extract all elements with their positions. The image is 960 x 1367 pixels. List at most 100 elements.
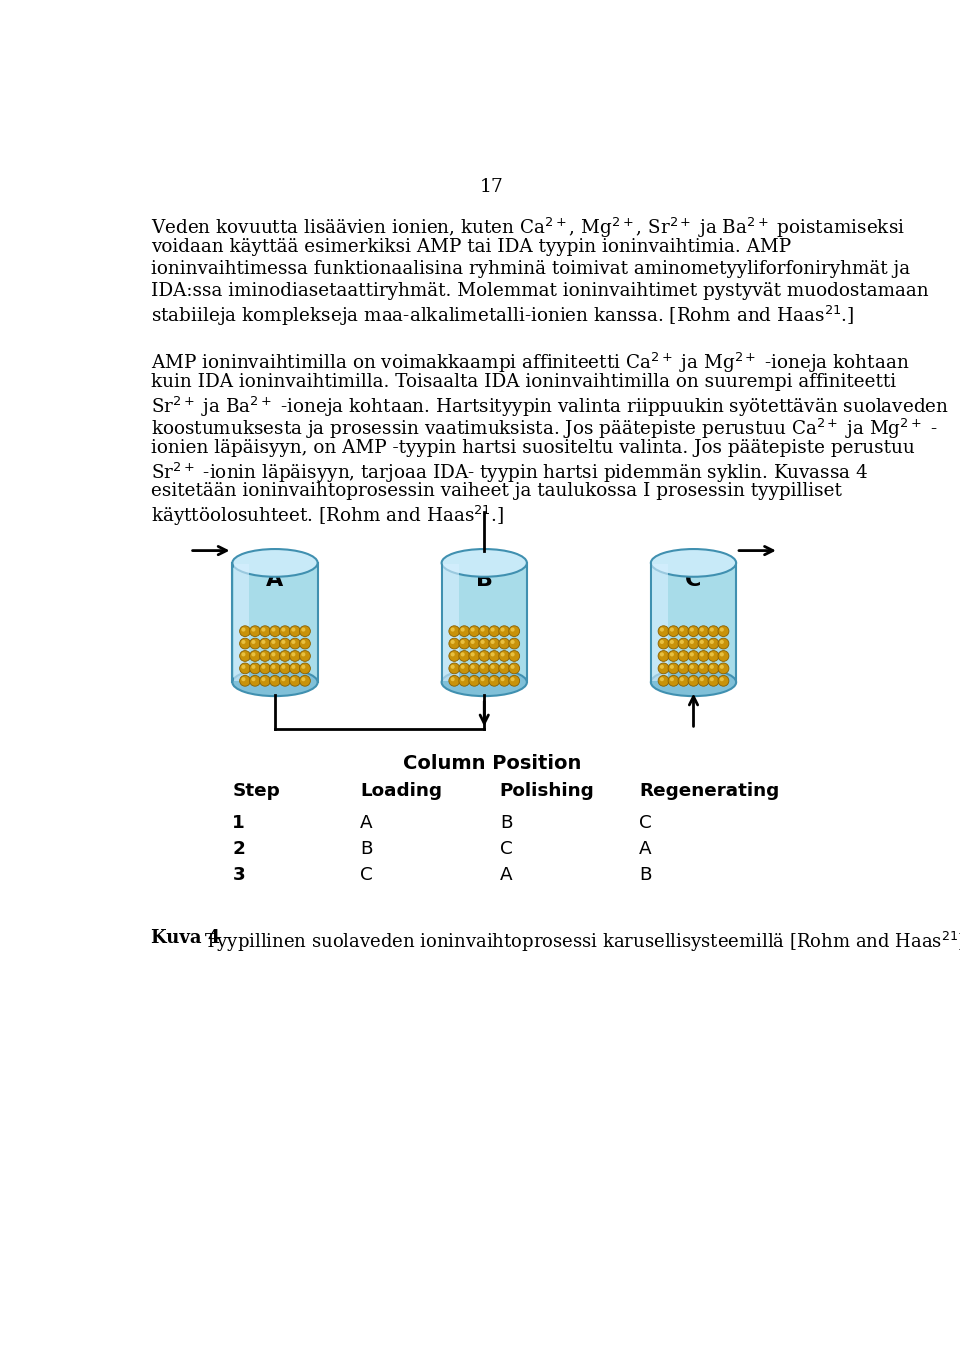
Circle shape <box>680 677 684 681</box>
Circle shape <box>240 663 251 674</box>
Circle shape <box>688 638 699 649</box>
Circle shape <box>668 651 679 662</box>
Ellipse shape <box>232 668 318 696</box>
Circle shape <box>718 638 729 649</box>
Circle shape <box>481 652 485 656</box>
Text: Column Position: Column Position <box>403 753 581 772</box>
Circle shape <box>470 677 474 681</box>
Circle shape <box>720 677 724 681</box>
Circle shape <box>491 652 494 656</box>
Circle shape <box>720 664 724 668</box>
Circle shape <box>499 638 510 649</box>
Circle shape <box>690 652 694 656</box>
Circle shape <box>678 626 689 637</box>
Circle shape <box>261 677 266 681</box>
Circle shape <box>261 652 266 656</box>
Circle shape <box>678 651 689 662</box>
Circle shape <box>470 627 474 632</box>
Circle shape <box>720 640 724 644</box>
Circle shape <box>511 664 515 668</box>
Circle shape <box>509 663 519 674</box>
Text: C: C <box>360 867 373 884</box>
Circle shape <box>450 627 455 632</box>
Circle shape <box>261 664 266 668</box>
Circle shape <box>718 626 729 637</box>
Circle shape <box>301 677 305 681</box>
Circle shape <box>688 651 699 662</box>
Circle shape <box>720 627 724 632</box>
Circle shape <box>688 663 699 674</box>
Circle shape <box>290 638 300 649</box>
Circle shape <box>259 663 271 674</box>
Circle shape <box>479 675 490 686</box>
Circle shape <box>461 652 465 656</box>
Circle shape <box>291 652 296 656</box>
Circle shape <box>470 652 474 656</box>
Circle shape <box>500 627 505 632</box>
Circle shape <box>700 664 704 668</box>
Circle shape <box>279 626 291 637</box>
Circle shape <box>301 652 305 656</box>
Circle shape <box>272 664 276 668</box>
Circle shape <box>698 626 708 637</box>
Text: IDA:ssa iminodiasetaattiryhmät. Molemmat ioninvaihtimet pystyvät muodostamaan: IDA:ssa iminodiasetaattiryhmät. Molemmat… <box>151 282 928 301</box>
Circle shape <box>708 651 719 662</box>
Circle shape <box>272 677 276 681</box>
Circle shape <box>491 677 494 681</box>
Text: voidaan käyttää esimerkiksi AMP tai IDA tyypin ioninvaihtimia. AMP: voidaan käyttää esimerkiksi AMP tai IDA … <box>151 238 791 257</box>
Circle shape <box>489 638 499 649</box>
Circle shape <box>281 677 285 681</box>
Circle shape <box>241 652 246 656</box>
Circle shape <box>481 640 485 644</box>
Text: C: C <box>639 813 652 833</box>
Circle shape <box>659 663 669 674</box>
Circle shape <box>479 651 490 662</box>
Circle shape <box>670 652 674 656</box>
Text: Loading: Loading <box>360 782 443 800</box>
Circle shape <box>281 652 285 656</box>
Text: Veden kovuutta lisäävien ionien, kuten Ca$^{2+}$, Mg$^{2+}$, Sr$^{2+}$ ja Ba$^{2: Veden kovuutta lisäävien ionien, kuten C… <box>151 216 905 241</box>
Text: ionien läpäisyyn, on AMP -tyypin hartsi suositeltu valinta. Jos päätepiste perus: ionien läpäisyyn, on AMP -tyypin hartsi … <box>151 439 915 457</box>
Text: ioninvaihtimessa funktionaalisina ryhminä toimivat aminometyyliforfoniryhmät ja: ioninvaihtimessa funktionaalisina ryhmin… <box>151 260 910 279</box>
Circle shape <box>698 638 708 649</box>
Circle shape <box>509 638 519 649</box>
Circle shape <box>250 638 260 649</box>
Circle shape <box>479 638 490 649</box>
Circle shape <box>270 663 280 674</box>
Circle shape <box>700 627 704 632</box>
Text: Polishing: Polishing <box>500 782 594 800</box>
Circle shape <box>300 663 310 674</box>
Circle shape <box>279 651 291 662</box>
Circle shape <box>709 664 714 668</box>
Circle shape <box>468 651 480 662</box>
Text: 3: 3 <box>232 867 245 884</box>
Circle shape <box>499 626 510 637</box>
Circle shape <box>698 651 708 662</box>
Circle shape <box>450 652 455 656</box>
Bar <box>651 563 736 682</box>
Circle shape <box>250 626 260 637</box>
Circle shape <box>709 677 714 681</box>
Circle shape <box>511 640 515 644</box>
Circle shape <box>241 627 246 632</box>
Circle shape <box>279 663 291 674</box>
Ellipse shape <box>651 550 736 577</box>
Circle shape <box>481 627 485 632</box>
Text: stabiileja komplekseja maa-alkalimetalli-ionien kanssa. [Rohm and Haas$^{21}$.]: stabiileja komplekseja maa-alkalimetalli… <box>151 305 854 328</box>
Circle shape <box>468 626 480 637</box>
Circle shape <box>670 677 674 681</box>
Circle shape <box>279 638 291 649</box>
Circle shape <box>240 626 251 637</box>
Text: A: A <box>639 841 652 858</box>
Circle shape <box>511 627 515 632</box>
Circle shape <box>301 627 305 632</box>
Circle shape <box>680 664 684 668</box>
Circle shape <box>241 640 246 644</box>
Text: Sr$^{2+}$ ja Ba$^{2+}$ -ioneja kohtaan. Hartsityypin valinta riippuukin syötettä: Sr$^{2+}$ ja Ba$^{2+}$ -ioneja kohtaan. … <box>151 395 949 418</box>
Circle shape <box>300 651 310 662</box>
Text: koostumuksesta ja prosessin vaatimuksista. Jos päätepiste perustuu Ca$^{2+}$ ja : koostumuksesta ja prosessin vaatimuksist… <box>151 417 938 440</box>
Circle shape <box>241 677 246 681</box>
Circle shape <box>491 627 494 632</box>
Circle shape <box>659 638 669 649</box>
Circle shape <box>468 638 480 649</box>
